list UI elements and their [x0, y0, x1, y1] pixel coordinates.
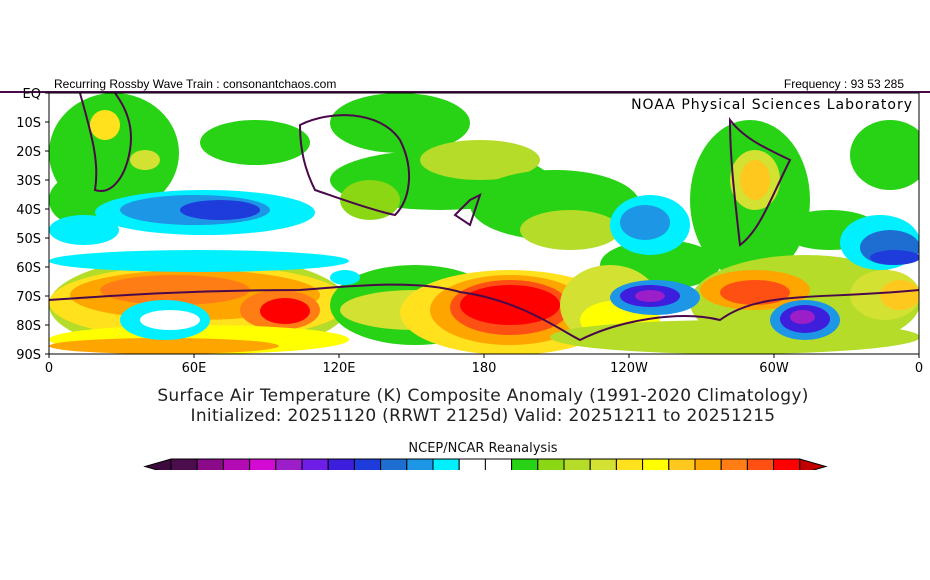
anomaly-contour: [49, 175, 109, 225]
colorbar-swatch: [406, 458, 434, 470]
map-subtitle: Initialized: 20251120 (RRWT 2125d) Valid…: [190, 406, 776, 426]
anomaly-contour: [330, 270, 360, 285]
latitude-axis: EQ 10S 20S 30S 40S 50S 60S 70S 80S 90S: [16, 87, 49, 363]
lat-tick-label: 60S: [16, 261, 41, 276]
colorbar-swatch: [222, 458, 251, 470]
colorbar-swatch: [170, 458, 198, 470]
colorbar-swatch: [563, 458, 591, 470]
colorbar-swatch: [275, 458, 303, 470]
colorbar-swatch: [537, 458, 565, 470]
lat-tick-label: 80S: [16, 319, 41, 334]
anomaly-contour: [720, 280, 790, 305]
coastline: [298, 114, 411, 217]
anomaly-contour: [850, 120, 919, 190]
map-credit: NOAA Physical Sciences Laboratory: [631, 97, 913, 113]
header-source-text: Recurring Rossby Wave Train : consonantc…: [54, 77, 337, 91]
anomaly-contour: [620, 205, 670, 240]
anomaly-contour: [49, 338, 279, 354]
colorbar-swatch: [720, 458, 748, 470]
temperature-anomaly-map: NOAA Physical Sciences Laboratory EQ 10S 2…: [0, 87, 930, 470]
map-title: Surface Air Temperature (K) Composite An…: [157, 386, 809, 406]
anomaly-contour: [90, 110, 120, 140]
colorbar-swatch: [301, 458, 329, 470]
header-rule: [0, 91, 930, 93]
anomaly-contour: [420, 140, 540, 180]
anomaly-contour: [550, 320, 919, 354]
lon-tick-label: 0: [45, 361, 53, 376]
anomaly-contour: [49, 250, 349, 272]
anomaly-contour: [330, 93, 470, 153]
lat-tick-label: 20S: [16, 145, 41, 160]
colorbar-swatch: [458, 458, 486, 470]
colorbar-swatch: [327, 458, 355, 470]
lat-tick-label: 10S: [16, 116, 41, 131]
longitude-axis: 0 60E 120E 180 120W 60W 0: [45, 354, 923, 376]
colorbar-swatch: [249, 458, 277, 470]
colorbar-swatch: [484, 458, 513, 470]
coastline: [728, 117, 792, 247]
anomaly-contour: [260, 298, 310, 324]
lon-tick-label: 60E: [182, 361, 207, 376]
anomaly-contour: [340, 180, 400, 220]
lat-tick-label: EQ: [23, 87, 41, 102]
anomaly-contour: [130, 150, 160, 170]
lon-tick-label: 120W: [610, 361, 648, 376]
lon-tick-label: 120E: [322, 361, 355, 376]
colorbar-swatch: [746, 458, 775, 470]
lon-tick-label: 60W: [759, 361, 789, 376]
anomaly-contour: [790, 310, 815, 324]
anomaly-field: [49, 93, 919, 354]
lat-tick-label: 40S: [16, 203, 41, 218]
anomaly-contour: [140, 310, 200, 330]
colorbar-swatch: [511, 458, 539, 470]
colorbar-high-arrow: [799, 458, 828, 470]
anomaly-contour: [520, 210, 620, 250]
anomaly-contour: [200, 120, 310, 165]
anomaly-contour: [870, 250, 919, 265]
lat-tick-label: 30S: [16, 174, 41, 189]
coastline: [453, 193, 482, 227]
credit-box: [610, 94, 918, 114]
lat-tick-label: 90S: [16, 348, 41, 363]
colorbar-swatch: [196, 458, 224, 470]
colorbar-swatch: [615, 458, 644, 470]
colorbar-label: NCEP/NCAR Reanalysis: [408, 441, 558, 456]
colorbar-swatch: [353, 458, 382, 470]
coastlines: [49, 93, 919, 342]
colorbar-swatch: [773, 458, 801, 470]
anomaly-contour: [49, 215, 119, 245]
lon-tick-label: 180: [472, 361, 497, 376]
colorbar-swatch: [668, 458, 696, 470]
colorbar: -6-5-4-3-2-10123456: [143, 458, 828, 470]
colorbar-swatch: [432, 458, 460, 470]
anomaly-contour: [635, 290, 665, 302]
colorbar-swatch: [380, 458, 408, 470]
header-frequency-text: Frequency : 93 53 285: [783, 77, 904, 91]
colorbar-swatch: [694, 458, 722, 470]
lat-tick-label: 50S: [16, 232, 41, 247]
coastline: [49, 283, 919, 342]
colorbar-swatch: [642, 458, 670, 470]
lat-tick-label: 70S: [16, 290, 41, 305]
colorbar-swatch: [589, 458, 617, 470]
colorbar-low-arrow: [143, 458, 172, 470]
anomaly-contour: [740, 160, 770, 200]
lon-tick-label: 0: [915, 361, 923, 376]
anomaly-contour: [880, 280, 919, 310]
anomaly-contour: [180, 200, 260, 220]
anomaly-contour: [100, 275, 250, 305]
coastline: [79, 93, 132, 192]
